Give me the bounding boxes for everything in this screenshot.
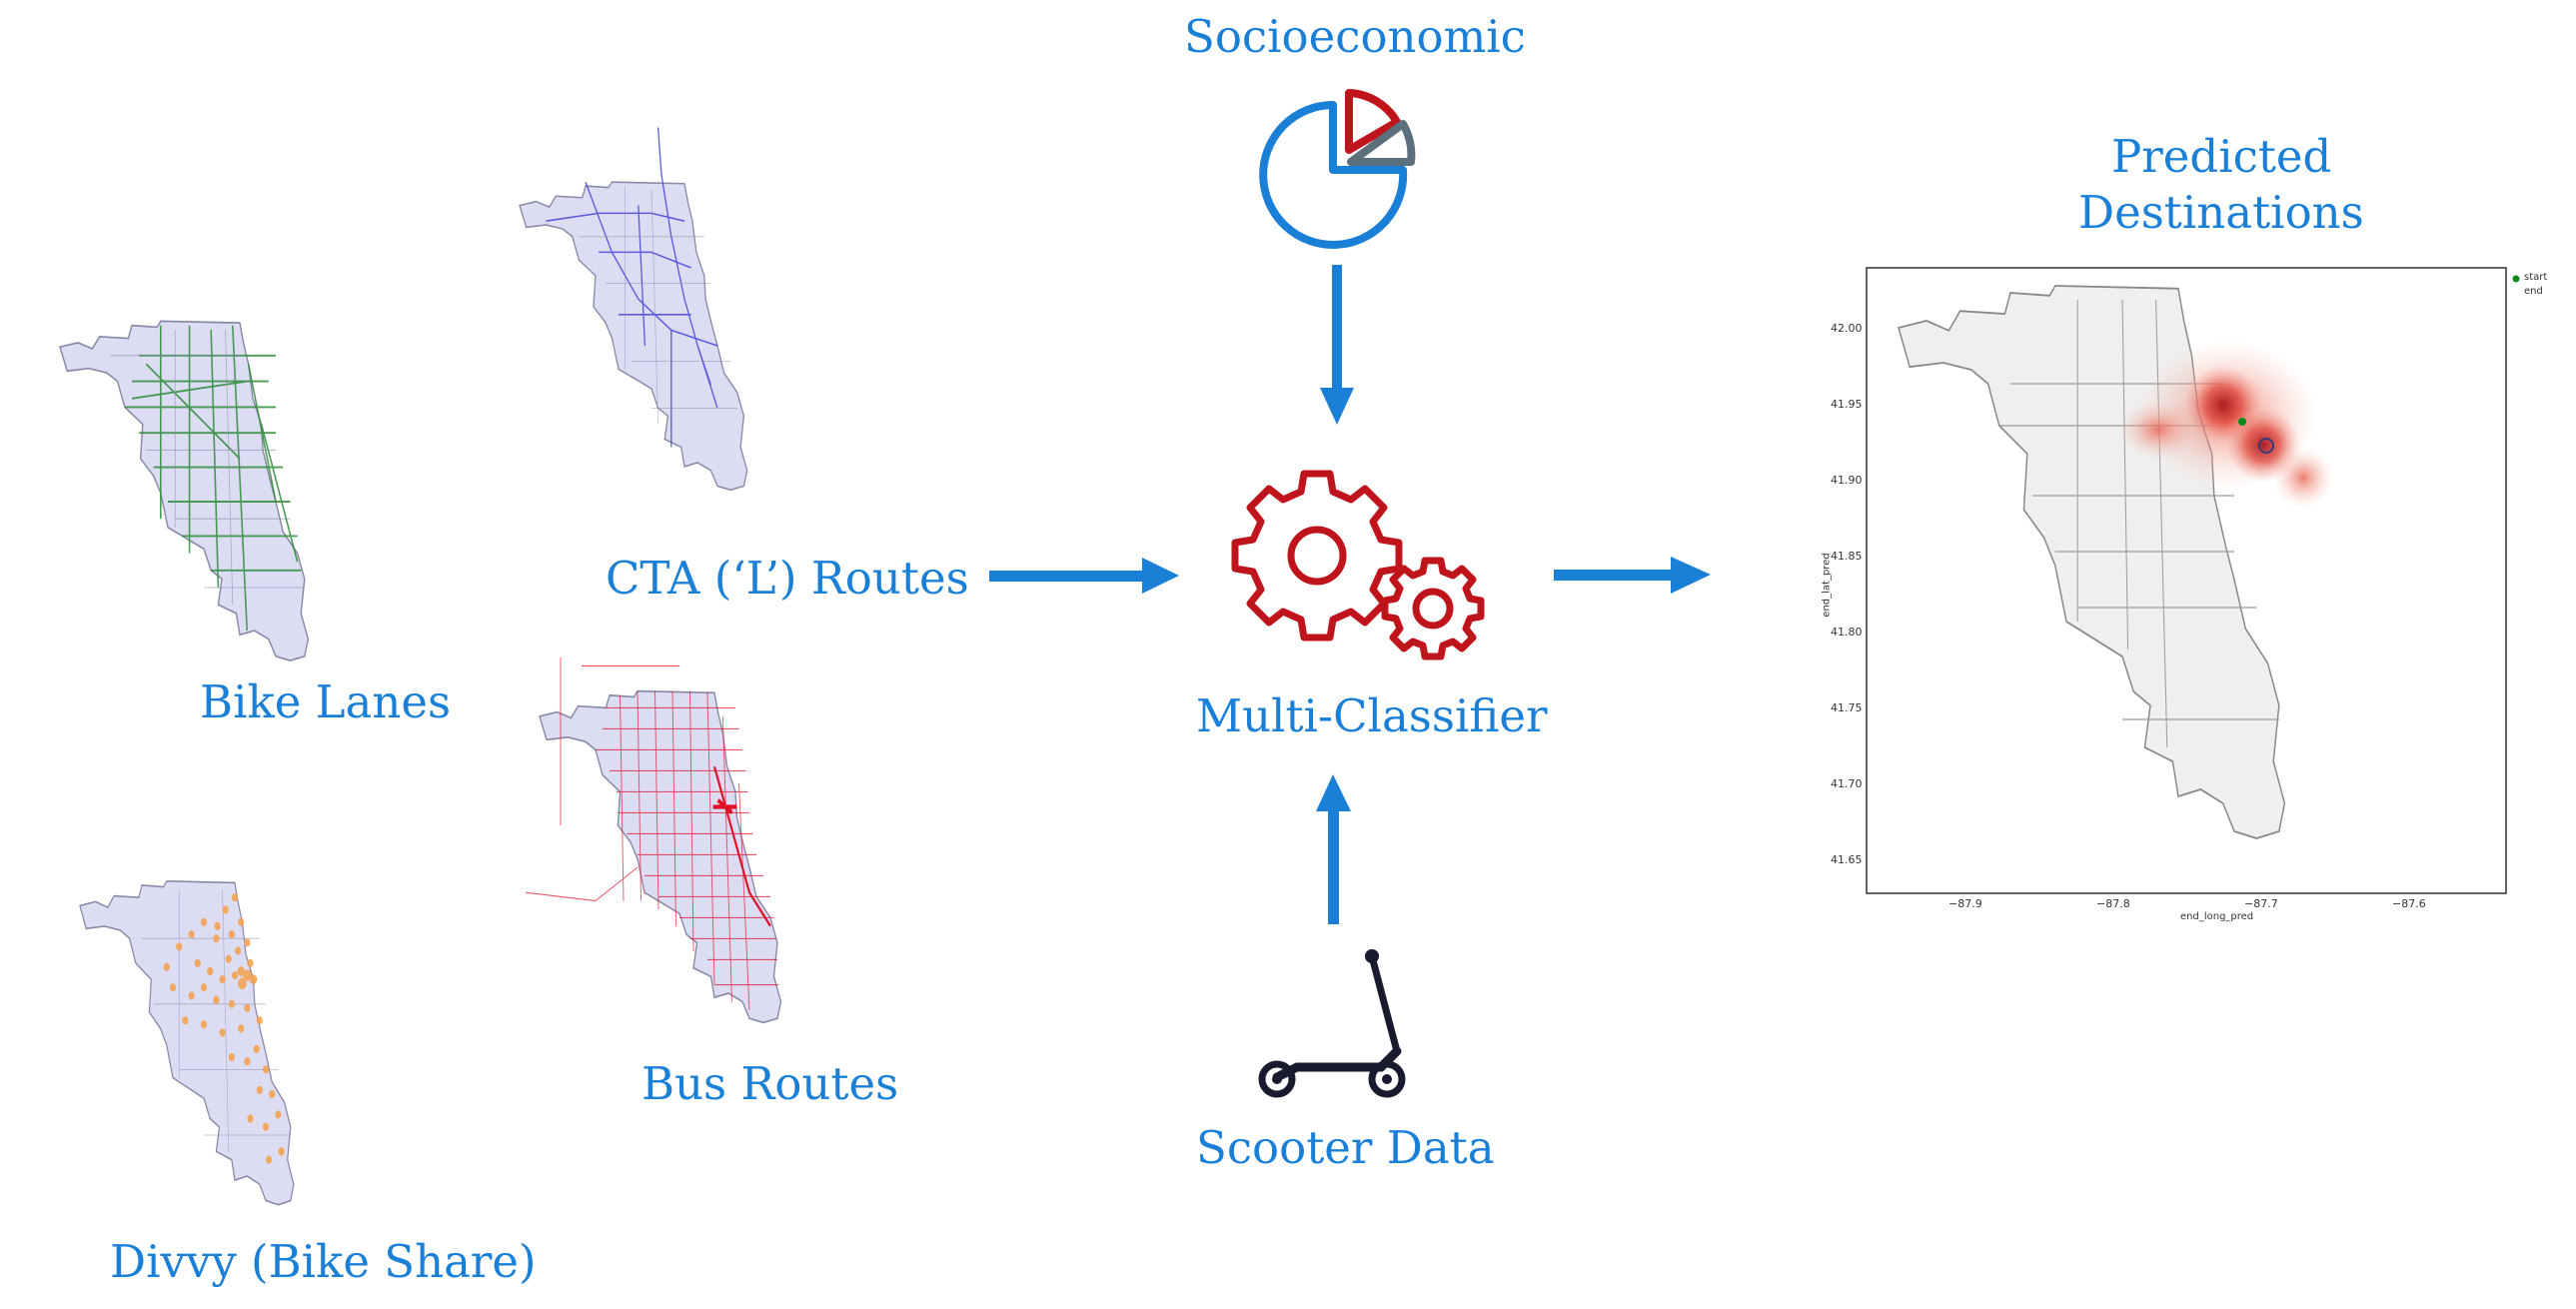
xtick: −87.8 <box>2096 897 2130 910</box>
scooter-data-label: Scooter Data <box>1196 1121 1495 1174</box>
bus-routes-map <box>525 656 782 1024</box>
divvy-map <box>79 879 295 1206</box>
ytick: 42.00 <box>1831 322 1863 335</box>
ytick: 41.90 <box>1831 474 1863 487</box>
xtick: −87.7 <box>2244 897 2278 910</box>
arrow-maps-to-classifier <box>989 558 1179 594</box>
scooter-icon <box>1258 949 1406 1098</box>
legend-start-marker <box>2512 275 2520 283</box>
predicted-title-line2: Destinations <box>2078 186 2364 239</box>
pie-chart-icon <box>1259 89 1416 249</box>
predicted-plot <box>1866 267 2520 894</box>
cta-routes-map <box>519 127 748 492</box>
arrow-scooter-to-classifier <box>1316 774 1351 924</box>
plot-legend: start end <box>2524 271 2547 299</box>
ytick: 41.80 <box>1831 626 1863 639</box>
plot-xlabel: end_long_pred <box>2180 911 2254 922</box>
cta-routes-label: CTA (‘L’) Routes <box>606 552 969 605</box>
arrow-classifier-to-predicted <box>1554 557 1711 594</box>
plot-ylabel: end_lat_pred <box>1821 553 1833 618</box>
divvy-stations <box>163 893 285 1164</box>
legend-end: end <box>2524 286 2543 297</box>
ytick: 41.95 <box>1831 398 1863 411</box>
bike-lanes-map <box>59 320 310 661</box>
ytick: 41.75 <box>1831 701 1863 714</box>
legend-start: start <box>2524 272 2548 283</box>
divvy-label: Divvy (Bike Share) <box>110 1235 537 1288</box>
socioeconomic-label: Socioeconomic <box>1184 10 1526 63</box>
ytick: 41.85 <box>1831 550 1863 563</box>
xtick: −87.6 <box>2392 897 2426 910</box>
gears-icon <box>1231 470 1485 660</box>
ytick: 41.70 <box>1831 777 1863 790</box>
multi-classifier-label: Multi-Classifier <box>1196 689 1548 742</box>
ytick: 41.65 <box>1831 853 1863 866</box>
arrow-socio-to-classifier <box>1320 265 1354 425</box>
predicted-title-line1: Predicted <box>2111 130 2332 183</box>
bike-lanes-label: Bike Lanes <box>200 675 452 728</box>
bus-routes-label: Bus Routes <box>642 1057 899 1110</box>
xtick: −87.9 <box>1948 897 1982 910</box>
